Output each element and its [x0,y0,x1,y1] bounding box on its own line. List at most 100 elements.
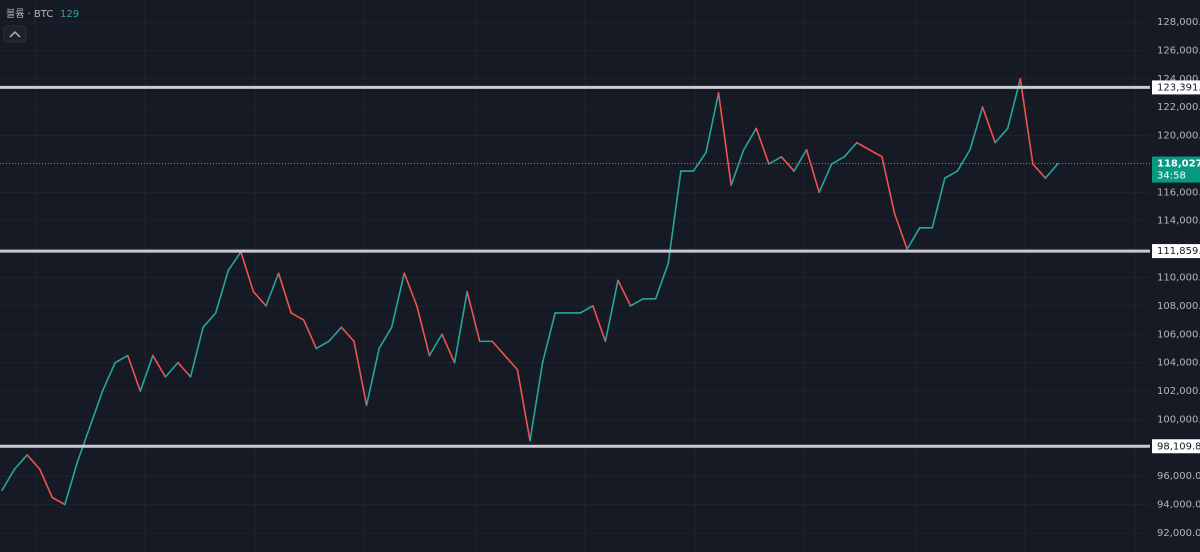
y-tick-label: 120,000.0 [1157,131,1200,142]
y-tick-label: 96,000.0 [1157,471,1200,482]
price-segment [793,148,808,172]
y-tick-label: 122,000.0 [1157,102,1200,113]
price-segment [881,156,896,215]
price-segment [956,148,971,172]
price-segment [516,368,531,442]
price-segment [164,361,179,378]
price-segment [931,177,946,229]
price-segment [705,92,720,154]
collapse-icon [9,30,21,38]
price-segment [629,297,644,307]
price-segment [692,151,707,172]
price-segment [64,461,79,506]
price-segment [667,170,682,265]
price-segment [466,290,481,343]
price-segment [994,127,1009,144]
price-segment [969,106,984,151]
price-segment [428,333,443,357]
level-label-box [1152,80,1200,95]
plot [0,77,1150,506]
price-segment [403,272,418,307]
level-label-box [1152,244,1200,259]
price-segment [717,92,732,187]
price-segment [365,347,380,407]
y-tick-label: 110,000.0 [1157,272,1200,283]
price-segment [51,496,66,506]
price-segment [504,354,519,371]
price-segment [378,326,393,350]
y-tick-label: 94,000.0 [1157,500,1200,511]
price-segment [868,148,883,158]
price-segment [101,361,116,392]
price-segment [126,354,142,392]
price-segment [227,251,242,272]
legend-value: 129 [60,9,79,20]
price-segment [730,148,745,187]
price-segment [290,312,305,321]
price-segment [38,468,54,499]
price-segment [453,290,468,364]
price-segment [13,454,28,470]
price-segment [26,454,41,470]
y-tick-label: 108,000.0 [1157,301,1200,312]
price-segment [89,390,104,428]
price-segment [843,141,858,158]
level-label: 111,859.6 [1157,246,1200,257]
price-segment [202,312,217,328]
price-segment [1019,77,1034,165]
price-segment [315,340,330,350]
price-segment [856,141,871,151]
price-segment [830,156,846,165]
y-tick-label: 106,000.0 [1157,329,1200,340]
collapse-button[interactable] [3,25,27,43]
price-segment [189,326,204,378]
price-segment [780,156,795,172]
price-segment [529,361,544,442]
price-segment [592,305,607,343]
y-tick-label: 114,000.0 [1157,216,1200,227]
legend-title: 볼륨 · BTC [6,8,53,20]
price-segment [416,305,431,357]
price-segment [252,290,267,307]
level-label: 98,109.81 [1157,441,1200,452]
price-segment [617,279,632,307]
y-tick-label: 102,000.0 [1157,386,1200,397]
price-segment [906,227,921,250]
price-segment [579,305,594,314]
price-segment [1044,162,1059,179]
price-segment [755,127,770,165]
y-tick-label: 116,000.0 [1157,187,1200,198]
price-segment [604,279,619,343]
y-tick-label: 124,000.0 [1157,74,1200,85]
price-segment [818,163,833,194]
y-tick-label: 104,000.0 [1157,358,1200,369]
current-price-box [1152,156,1200,183]
price-segment [654,262,670,300]
price-segment [114,354,129,364]
price-segment [152,354,167,378]
price-segment [277,272,292,314]
y-tick-label: 92,000.0 [1157,528,1200,539]
y-tick-label: 100,000.0 [1157,414,1200,425]
current-price-label: 118,027.1 [1157,159,1200,170]
level-label-box [1152,439,1200,454]
price-segment [340,326,355,343]
price-segment [1032,163,1047,179]
price-segment [491,340,506,357]
grid [0,0,1150,552]
price-segment [240,251,255,293]
price-segment [390,272,406,328]
price-segment [328,326,343,343]
price-segment [214,269,230,314]
price-axis: 92,000.094,000.096,000.098,000.0100,000.… [1150,0,1200,552]
y-tick-label: 128,000.0 [1157,17,1200,28]
price-segment [981,106,996,144]
price-segment [76,425,91,463]
price-segment [541,312,556,364]
price-segment [944,170,959,179]
price-segment [139,354,154,392]
y-tick-label: 126,000.0 [1157,45,1200,56]
